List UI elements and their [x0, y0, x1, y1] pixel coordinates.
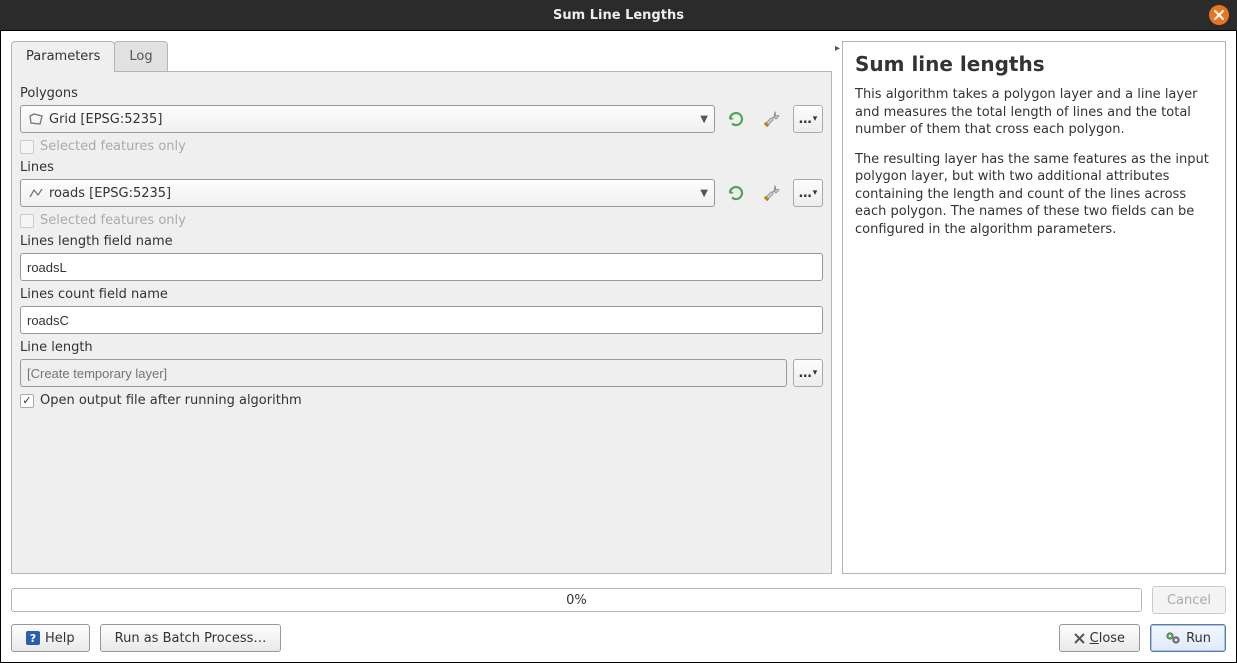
output-label: Line length	[20, 340, 823, 355]
batch-label: Run as Batch Process…	[115, 631, 267, 646]
line-layer-icon	[27, 186, 45, 200]
wrench-icon	[762, 109, 782, 129]
lines-reload-button[interactable]	[721, 179, 751, 207]
polygon-layer-icon	[27, 112, 45, 126]
main-area: ▸ Parameters Log Polygons Grid [EPSG:523…	[11, 41, 1226, 574]
polygons-label: Polygons	[20, 86, 823, 101]
help-icon: ?	[26, 631, 40, 645]
chevron-down-icon: ▾	[813, 188, 818, 198]
lines-label: Lines	[20, 160, 823, 175]
output-row: …▾	[20, 359, 823, 387]
polygons-reload-button[interactable]	[721, 105, 751, 133]
length-field-label: Lines length field name	[20, 234, 823, 249]
reload-icon	[726, 184, 746, 202]
close-button[interactable]: Close	[1059, 624, 1140, 652]
lines-row: roads [EPSG:5235] ▼ …▾	[20, 179, 823, 207]
polygons-browse-button[interactable]: …▾	[793, 105, 823, 133]
chevron-down-icon: ▼	[700, 114, 708, 125]
open-after-row: Open output file after running algorithm	[20, 393, 823, 408]
help-label: Help	[45, 631, 75, 646]
close-label: Close	[1090, 631, 1125, 646]
run-button[interactable]: Run	[1150, 624, 1226, 652]
help-title: Sum line lengths	[855, 52, 1213, 76]
lines-selected-only-checkbox	[20, 214, 34, 228]
reload-icon	[726, 110, 746, 128]
tab-parameters-label: Parameters	[26, 49, 100, 64]
tab-log[interactable]: Log	[114, 41, 167, 72]
chevron-down-icon: ▾	[813, 368, 818, 378]
cancel-label: Cancel	[1167, 593, 1211, 608]
count-field-label: Lines count field name	[20, 287, 823, 302]
chevron-down-icon: ▼	[700, 188, 708, 199]
progress-bar: 0%	[11, 588, 1142, 612]
polygons-selected-only-checkbox	[20, 140, 34, 154]
window-title: Sum Line Lengths	[553, 8, 684, 23]
polygons-selected-only-row: Selected features only	[20, 139, 823, 154]
lines-selected-only-row: Selected features only	[20, 213, 823, 228]
titlebar: Sum Line Lengths	[0, 0, 1237, 30]
tab-log-label: Log	[129, 49, 152, 64]
help-button[interactable]: ? Help	[11, 624, 90, 652]
lines-combo[interactable]: roads [EPSG:5235] ▼	[20, 179, 715, 207]
length-field-input[interactable]	[20, 253, 823, 281]
close-icon	[1214, 10, 1224, 20]
tab-bar: Parameters Log	[11, 41, 832, 72]
lines-settings-button[interactable]	[757, 179, 787, 207]
help-paragraph: This algorithm takes a polygon layer and…	[855, 86, 1213, 139]
ellipsis-icon: …	[799, 112, 813, 127]
svg-text:?: ?	[30, 632, 36, 645]
help-pane: Sum line lengths This algorithm takes a …	[842, 41, 1226, 574]
run-label: Run	[1186, 631, 1211, 646]
gears-icon	[1165, 631, 1181, 645]
parameters-pane: ▸ Parameters Log Polygons Grid [EPSG:523…	[11, 41, 832, 574]
button-row: ? Help Run as Batch Process… Close Run	[11, 624, 1226, 652]
polygons-combo[interactable]: Grid [EPSG:5235] ▼	[20, 105, 715, 133]
window-close-button[interactable]	[1209, 5, 1229, 25]
wrench-icon	[762, 183, 782, 203]
open-after-label: Open output file after running algorithm	[40, 393, 302, 408]
lines-browse-button[interactable]: …▾	[793, 179, 823, 207]
polygons-settings-button[interactable]	[757, 105, 787, 133]
output-input[interactable]	[20, 359, 787, 387]
collapse-handle-icon[interactable]: ▸	[835, 43, 840, 54]
lines-selected-only-label: Selected features only	[40, 213, 186, 228]
ellipsis-icon: …	[799, 366, 813, 381]
ellipsis-icon: …	[799, 186, 813, 201]
output-browse-button[interactable]: …▾	[793, 359, 823, 387]
progress-row: 0% Cancel	[11, 586, 1226, 614]
parameters-form: Polygons Grid [EPSG:5235] ▼	[11, 71, 832, 574]
lines-value: roads [EPSG:5235]	[49, 186, 700, 201]
help-paragraph: The resulting layer has the same feature…	[855, 151, 1213, 239]
open-after-checkbox[interactable]	[20, 394, 34, 408]
batch-button[interactable]: Run as Batch Process…	[100, 624, 282, 652]
progress-text: 0%	[566, 593, 587, 608]
window-body: ▸ Parameters Log Polygons Grid [EPSG:523…	[0, 30, 1237, 663]
bottom-area: 0% Cancel ? Help Run as Batch Process… C…	[11, 586, 1226, 652]
cancel-button: Cancel	[1152, 586, 1226, 614]
tab-parameters[interactable]: Parameters	[11, 41, 115, 72]
count-field-input[interactable]	[20, 306, 823, 334]
close-icon	[1074, 633, 1085, 644]
polygons-row: Grid [EPSG:5235] ▼ …▾	[20, 105, 823, 133]
polygons-selected-only-label: Selected features only	[40, 139, 186, 154]
chevron-down-icon: ▾	[813, 114, 818, 124]
polygons-value: Grid [EPSG:5235]	[49, 112, 700, 127]
